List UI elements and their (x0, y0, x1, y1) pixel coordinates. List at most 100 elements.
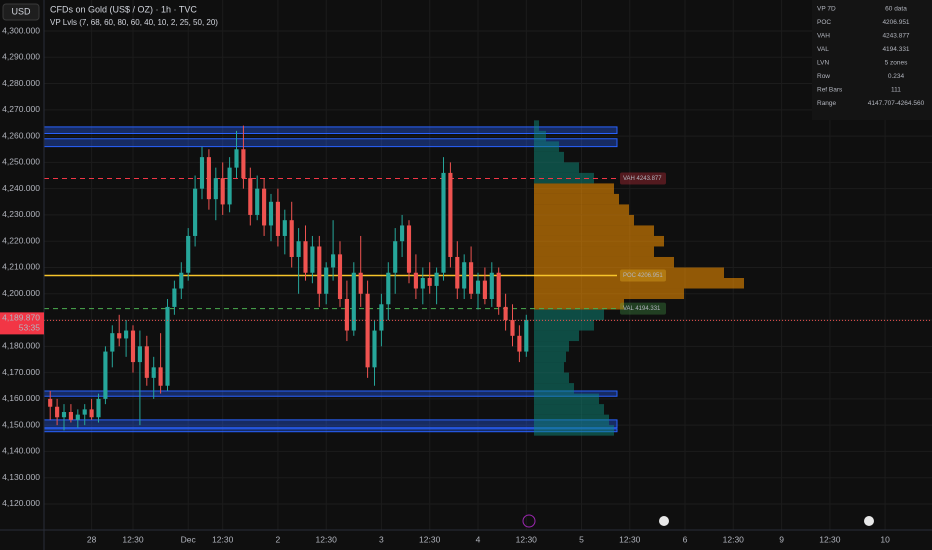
candle-body (96, 398, 101, 418)
y-tick-label: 4,260.000 (2, 130, 40, 140)
table-key: VP 7D (817, 6, 836, 13)
table-value: 0.234 (888, 73, 905, 80)
candle-body (248, 178, 253, 215)
y-tick-label: 4,140.000 (2, 446, 40, 456)
x-tick-label: 12:30 (316, 534, 338, 544)
candle-body (475, 280, 481, 294)
table-value: 60 data (885, 6, 907, 13)
candle-body (282, 220, 287, 236)
candle-body (275, 201, 280, 236)
x-tick-label: 4 (476, 534, 481, 544)
profile-bar (534, 225, 654, 236)
profile-bar (534, 299, 624, 310)
profile-bar (534, 120, 539, 131)
candle-body (172, 288, 177, 307)
candle-body (331, 254, 336, 268)
candle-body (241, 149, 246, 179)
lvn-zone (43, 419, 618, 429)
candle-body (89, 409, 94, 418)
candle-body (489, 272, 494, 300)
lvn-zone (43, 138, 618, 148)
candle-body (400, 225, 405, 242)
candle-body (337, 254, 343, 300)
y-tick-label: 4,120.000 (2, 498, 40, 508)
candle-body (420, 277, 425, 289)
candle-body (441, 172, 446, 273)
candle-body (324, 267, 329, 294)
candle-body (344, 299, 349, 331)
candle-body (213, 178, 218, 200)
candle-body (510, 320, 515, 336)
candle-body (503, 306, 508, 321)
level-badge (620, 172, 666, 185)
table-key: VAL (817, 46, 829, 53)
y-tick-label: 4,230.000 (2, 209, 40, 219)
candle-body (158, 367, 163, 386)
countdown: 53:35 (19, 323, 41, 333)
plot: VAH 4243.877 POC 4206.951 VAL 4194.331 (43, 120, 932, 436)
profile-bar (534, 141, 559, 152)
candle-body (206, 157, 211, 200)
candle-body (406, 225, 412, 273)
candle-body (455, 256, 460, 289)
table-value: 4147.707-4264.560 (868, 100, 925, 107)
table-key: VAH (817, 33, 830, 40)
x-tick-label: 2 (276, 534, 281, 544)
candle-body (227, 167, 232, 205)
candle-body (124, 330, 129, 339)
y-tick-label: 4,130.000 (2, 472, 40, 482)
level-badge (620, 269, 666, 282)
currency-button[interactable] (2, 3, 40, 21)
level-label: VAH 4243.877 (623, 176, 662, 182)
event-icons (522, 514, 874, 528)
candle-body (365, 293, 370, 368)
table-value: 4243.877 (882, 33, 909, 40)
profile-bar (534, 277, 744, 289)
candle-body (303, 241, 308, 273)
y-tick-label: 4,270.000 (2, 104, 40, 114)
candle-body (220, 178, 225, 205)
x-tick-label: 12:30 (819, 534, 841, 544)
candle-body (193, 188, 198, 236)
candle-body (68, 412, 73, 420)
candle-body (234, 149, 239, 168)
profile-bar (534, 256, 674, 268)
level-label: POC 4206.951 (623, 273, 663, 279)
candle-body (289, 220, 294, 257)
profile-bar (534, 193, 619, 205)
profile-bar (534, 341, 569, 352)
y-tick-label: 4,150.000 (2, 419, 40, 429)
candle-body (386, 272, 391, 305)
candle-body (82, 409, 87, 415)
x-tick-label: 12:30 (212, 534, 234, 544)
y-tick-label: 4,240.000 (2, 183, 40, 193)
currency: USD (11, 6, 31, 16)
profile-bar (534, 183, 614, 194)
x-tick-label: 9 (779, 534, 784, 544)
event-icon[interactable] (864, 516, 874, 526)
x-tick-label: 12:30 (723, 534, 745, 544)
profile-bar (534, 162, 579, 173)
candle-body (268, 201, 274, 226)
last-price-label: 4,189.870 (2, 313, 40, 323)
profile-bar (534, 372, 569, 384)
event-icon[interactable] (659, 516, 669, 526)
y-tick-label: 4,200.000 (2, 288, 40, 298)
last-price-badge (0, 312, 44, 335)
profile-bar (534, 414, 609, 426)
profile-bar (534, 330, 579, 342)
candle-body (151, 367, 156, 378)
y-tick-label: 4,180.000 (2, 341, 40, 351)
profile-bar (534, 320, 594, 331)
symbol: CFDs on Gold (US$ / OZ) · 1h · TVC (50, 4, 197, 14)
profile-bar (534, 288, 684, 300)
y-tick-label: 4,170.000 (2, 367, 40, 377)
table-value: 111 (891, 87, 901, 94)
profile-bar (534, 404, 604, 415)
event-icon[interactable] (522, 514, 536, 528)
candle-body (103, 351, 108, 399)
candle-body (379, 304, 384, 331)
candle-body (296, 241, 301, 257)
